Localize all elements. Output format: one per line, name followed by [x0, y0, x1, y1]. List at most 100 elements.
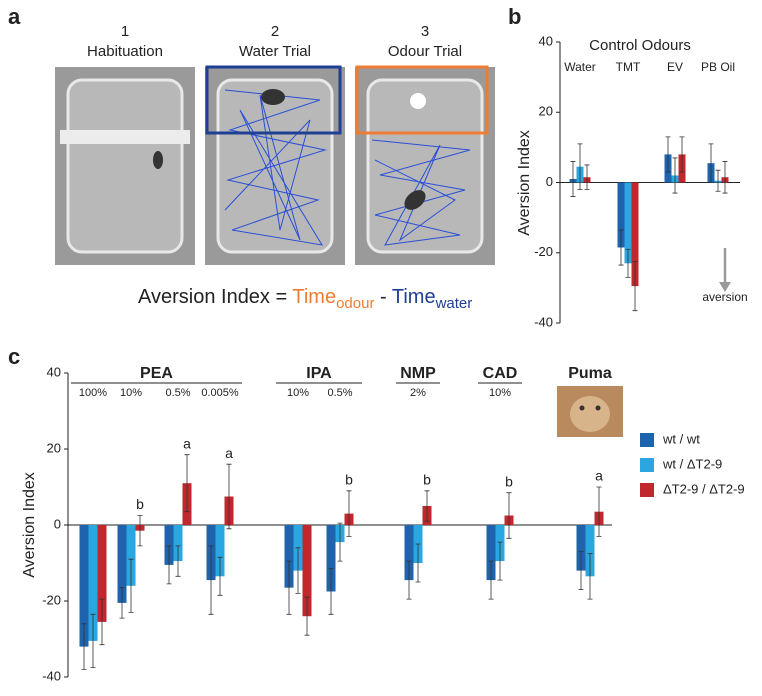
bar — [617, 182, 625, 248]
panel-label: b — [508, 4, 521, 29]
y-tick-label: -20 — [534, 244, 553, 259]
x-tick-label: 10% — [120, 387, 142, 399]
photo-box — [216, 78, 334, 254]
group-label: PEA — [140, 365, 173, 382]
bar — [117, 525, 127, 603]
error-bar — [722, 161, 728, 194]
legend-swatch — [640, 483, 654, 497]
error-bar — [226, 463, 232, 530]
y-tick-label: 40 — [47, 364, 61, 379]
photo-box — [366, 78, 484, 254]
track — [371, 139, 471, 246]
annotation-arrowhead — [719, 282, 731, 292]
trial-number: 2 — [271, 23, 279, 40]
x-tick-label: TMT — [616, 60, 641, 74]
error-bar — [577, 143, 583, 190]
error-bar — [184, 454, 190, 513]
significance-letter: a — [183, 435, 191, 451]
legend-label: ΔT2-9 / ΔT2-9 — [663, 481, 745, 496]
y-tick-label: 0 — [54, 516, 61, 531]
error-bar — [632, 261, 638, 312]
error-bar — [665, 136, 671, 173]
error-bar — [578, 551, 584, 590]
trial-number: 3 — [421, 23, 429, 40]
legend-swatch — [640, 433, 654, 447]
bar — [97, 525, 107, 622]
photo-box — [66, 78, 184, 254]
error-bar — [137, 515, 143, 547]
y-tick-label: 0 — [546, 174, 553, 189]
error-bar — [166, 545, 172, 585]
error-bar — [90, 613, 96, 668]
trial-number: 1 — [121, 23, 129, 40]
error-bar — [128, 558, 134, 613]
error-bar — [715, 169, 721, 192]
significance-letter: b — [505, 473, 513, 489]
significance-letter: a — [595, 468, 603, 484]
group-label: IPA — [306, 365, 332, 382]
x-tick-label: 0.5% — [165, 387, 190, 399]
significance-letter: b — [423, 472, 431, 488]
error-bar — [337, 522, 343, 562]
mouse — [261, 89, 285, 105]
bar — [215, 525, 225, 577]
x-tick-label: 0.005% — [201, 387, 239, 399]
y-tick-label: -40 — [42, 668, 61, 683]
bar — [624, 182, 632, 264]
error-bar — [584, 164, 590, 190]
bar — [126, 525, 136, 586]
y-tick-label: 20 — [539, 104, 553, 119]
error-bar — [328, 568, 334, 615]
group-label: NMP — [400, 365, 436, 382]
error-bar — [424, 490, 430, 522]
error-bar — [208, 545, 214, 615]
significance-letter: b — [345, 472, 353, 488]
error-bar — [81, 623, 87, 670]
panel-label: c — [8, 344, 20, 369]
bar — [302, 525, 312, 617]
puma-eye — [595, 405, 601, 411]
bar — [631, 182, 639, 287]
error-bar — [286, 560, 292, 615]
error-bar — [596, 486, 602, 537]
odour-well — [410, 93, 426, 109]
error-bar — [618, 229, 624, 266]
y-tick-label: -20 — [42, 592, 61, 607]
trial-name: Habituation — [87, 43, 163, 60]
x-tick-label: 10% — [489, 387, 511, 399]
x-tick-label: EV — [667, 60, 683, 74]
formula-sub: odour — [336, 295, 374, 312]
y-tick-label: -40 — [534, 314, 553, 329]
error-bar — [119, 587, 125, 619]
error-bar — [506, 492, 512, 539]
chart-title: Control Odours — [589, 37, 691, 54]
zone-box — [205, 65, 342, 135]
trial-name: Water Trial — [239, 43, 311, 60]
y-axis-label: Aversion Index — [21, 472, 38, 578]
significance-letter: a — [225, 445, 233, 461]
y-tick-label: 40 — [539, 33, 553, 48]
error-bar — [175, 545, 181, 577]
group-label: CAD — [483, 365, 518, 382]
error-bar — [99, 598, 105, 646]
formula-term: Time — [392, 286, 436, 308]
error-bar — [708, 143, 714, 183]
mouse — [153, 151, 163, 169]
error-bar — [679, 136, 685, 173]
bar — [404, 525, 414, 581]
formula-sub: water — [435, 295, 473, 312]
error-bar — [295, 547, 301, 594]
legend-label: wt / ΔT2-9 — [662, 456, 722, 471]
x-tick-label: 100% — [79, 387, 107, 399]
error-bar — [415, 543, 421, 583]
annotation: aversion — [702, 290, 747, 304]
mouse — [404, 190, 426, 210]
bar — [326, 525, 336, 592]
trial-name: Odour Trial — [388, 43, 462, 60]
photos — [55, 65, 495, 265]
error-bar — [625, 248, 631, 278]
group-label: Puma — [568, 365, 612, 382]
formula: Aversion Index = Timeodour - Timewater — [138, 286, 472, 314]
legend-label: wt / wt — [662, 431, 700, 446]
error-bar — [672, 157, 678, 194]
